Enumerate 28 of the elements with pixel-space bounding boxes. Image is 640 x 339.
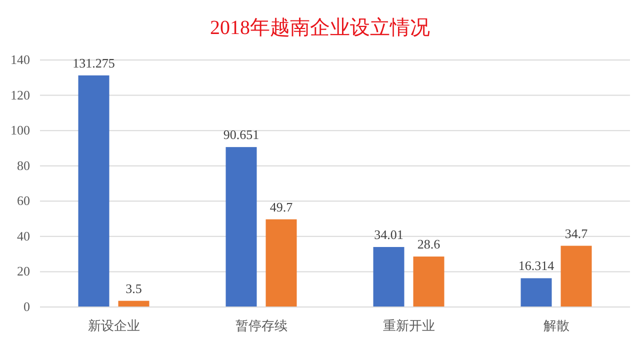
data-label: 90.651 (223, 127, 260, 142)
y-tick-label: 100 (10, 122, 30, 138)
data-label: 49.7 (270, 199, 294, 214)
data-label: 3.5 (126, 280, 142, 296)
y-tick-label: 60 (17, 193, 30, 208)
bar (373, 246, 404, 307)
x-tick-label: 新设企业 (88, 318, 140, 333)
bar (266, 219, 297, 307)
data-label: 28.6 (417, 236, 441, 252)
chart-title: 2018年越南企业设立情况 (210, 17, 430, 39)
bar (413, 256, 444, 307)
bar (78, 75, 110, 307)
x-tick-label: 解散 (543, 318, 570, 333)
data-label: 16.314 (518, 258, 555, 274)
x-tick-label: 暂停存续 (235, 318, 288, 333)
y-tick-label: 80 (17, 158, 30, 173)
y-tick-label: 140 (10, 52, 30, 67)
bar (520, 278, 552, 307)
data-label: 131.275 (72, 55, 115, 70)
y-tick-label: 20 (17, 264, 30, 279)
data-label: 34.01 (374, 226, 404, 242)
bar (226, 147, 257, 307)
y-tick-label: 0 (24, 299, 30, 314)
data-label: 34.7 (564, 226, 588, 241)
y-tick-label: 40 (17, 228, 30, 244)
y-tick-label: 120 (10, 87, 30, 102)
bar (560, 246, 592, 307)
x-tick-label: 重新开业 (382, 318, 435, 333)
